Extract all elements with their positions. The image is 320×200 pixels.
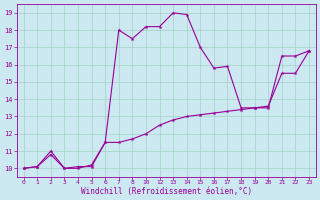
X-axis label: Windchill (Refroidissement éolien,°C): Windchill (Refroidissement éolien,°C) xyxy=(81,187,252,196)
